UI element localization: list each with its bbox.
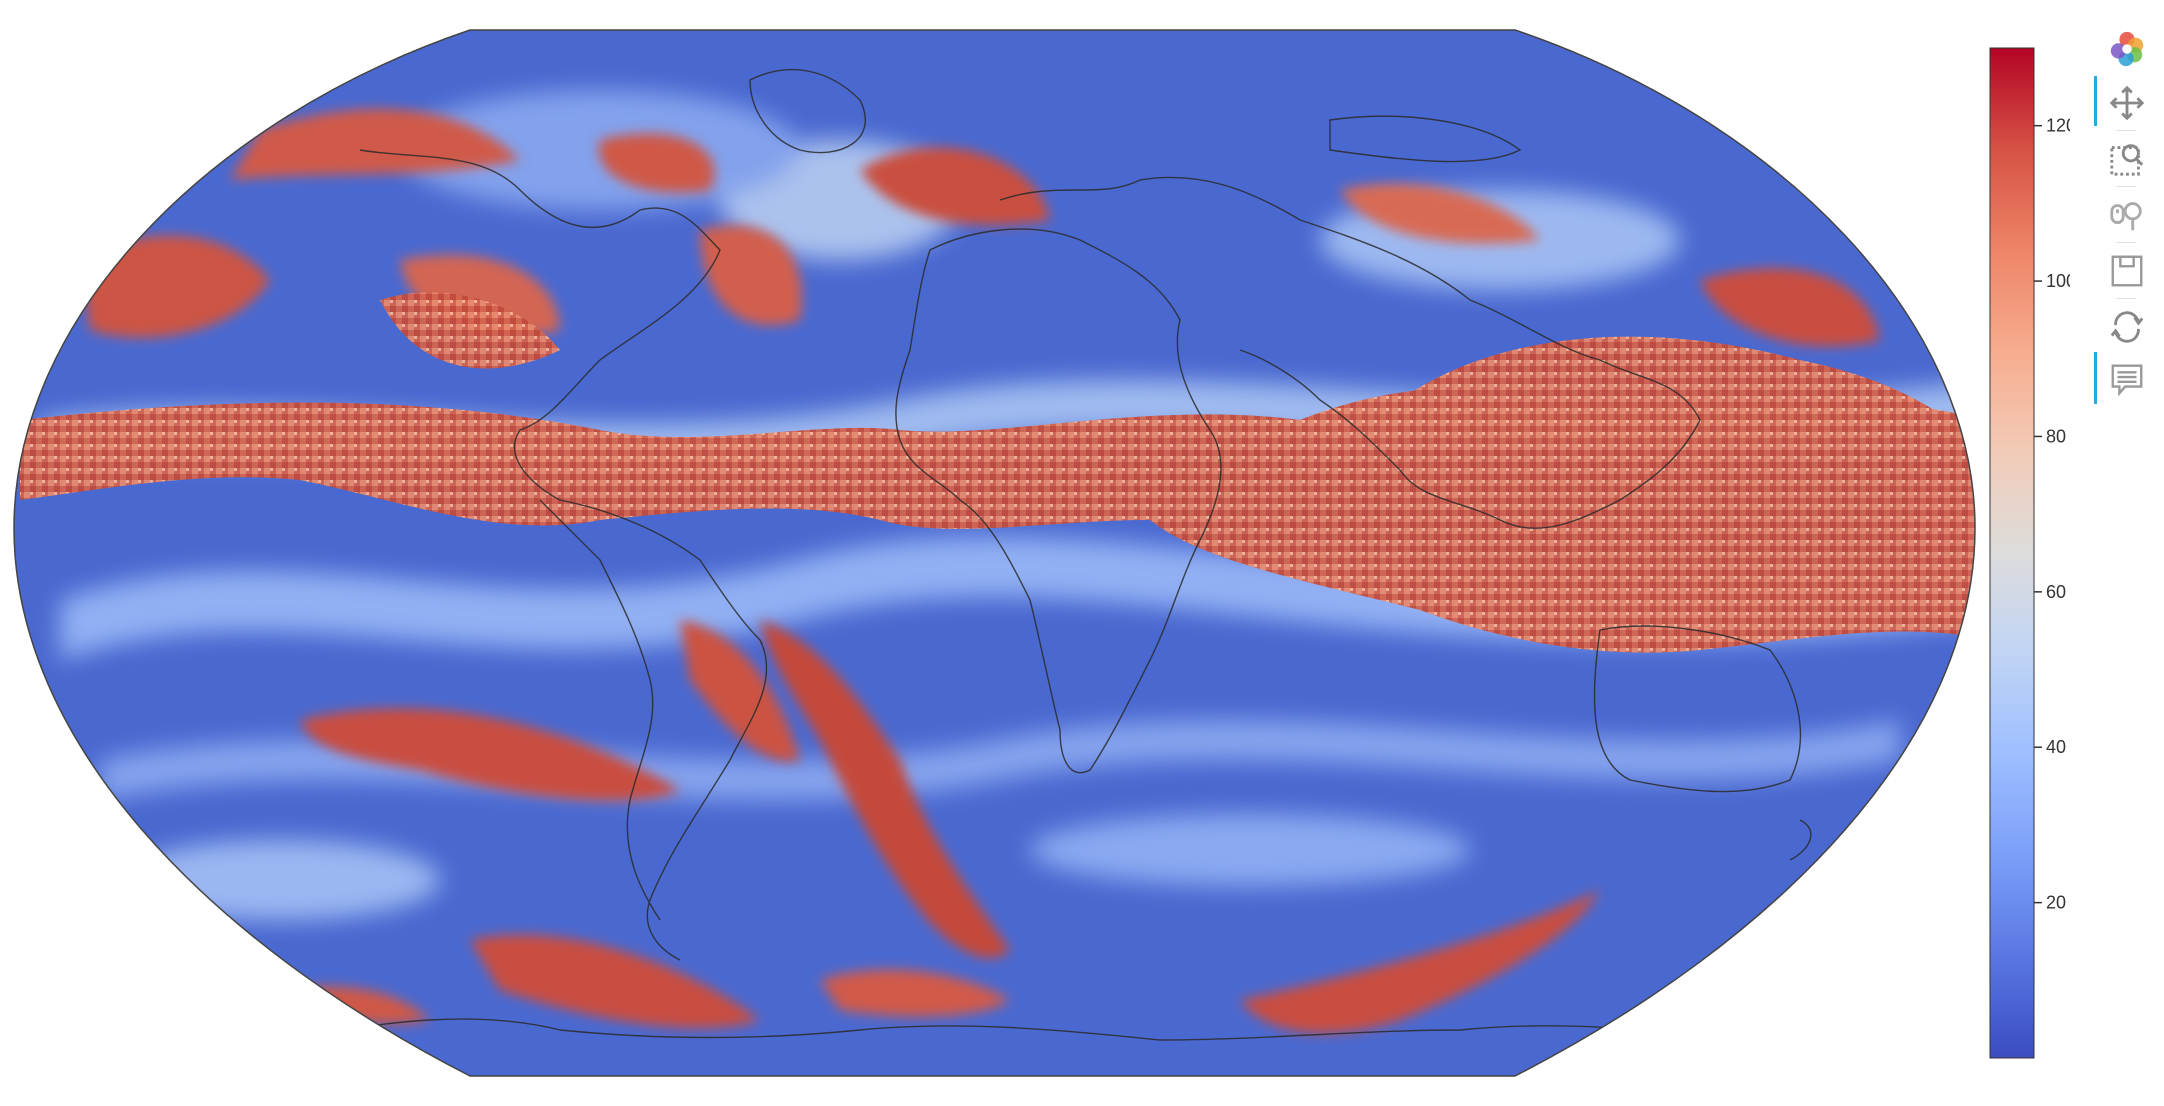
coastlines	[299, 68, 1812, 1041]
hover-tool-icon[interactable]	[2104, 356, 2150, 402]
save-tool-icon[interactable]	[2104, 248, 2150, 294]
hover-active-indicator	[2094, 352, 2097, 404]
colorbar-tick-label: 20	[2046, 893, 2066, 913]
colorbar-tick-label: 40	[2046, 737, 2066, 757]
reset-tool-icon[interactable]	[2104, 304, 2150, 350]
bokeh-logo-icon[interactable]	[2104, 26, 2150, 72]
colorbar-tick-label: 120	[2046, 116, 2070, 136]
colorbar-tick-label: 100	[2046, 271, 2070, 291]
pan-active-indicator	[2094, 76, 2097, 126]
colorbar-tick-label: 80	[2046, 426, 2066, 446]
toolbar	[2094, 16, 2164, 416]
colorbar: 20 40 60 80 100 120	[1989, 47, 2070, 1059]
colorbar-ticks: 20 40 60 80 100 120	[2034, 116, 2070, 913]
world-map[interactable]	[0, 0, 2000, 1106]
pan-tool-icon[interactable]	[2104, 80, 2150, 126]
wind-speed-field	[14, 30, 1975, 1076]
colorbar-gradient	[1989, 47, 2035, 1059]
box-zoom-tool-icon[interactable]	[2104, 136, 2150, 182]
map-outline	[13, 29, 1976, 1077]
wheel-zoom-tool-icon[interactable]	[2104, 192, 2150, 238]
colorbar-tick-label: 60	[2046, 582, 2066, 602]
